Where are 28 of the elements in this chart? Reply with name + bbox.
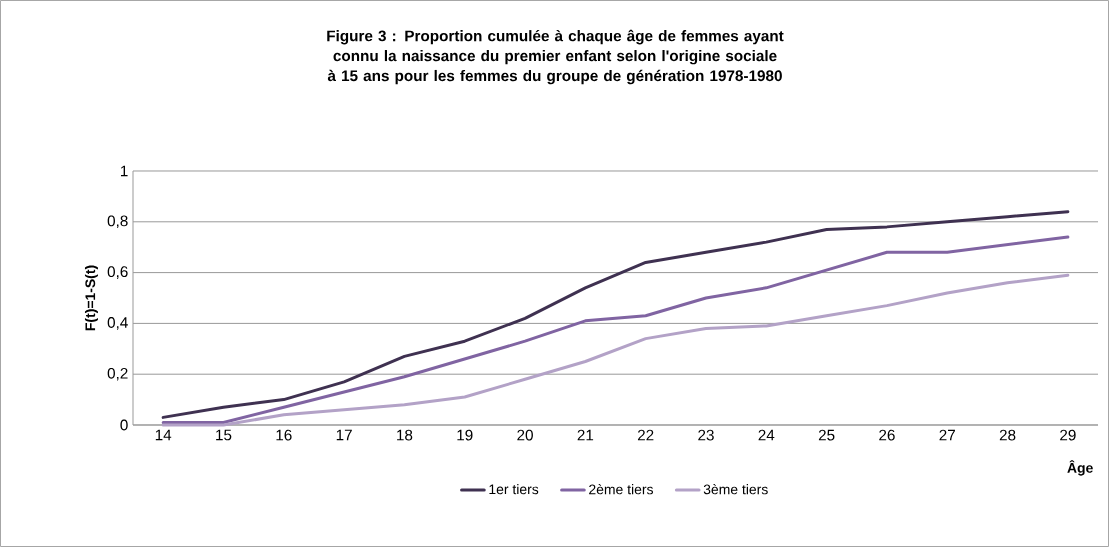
- legend-label: 1er tiers: [489, 484, 539, 495]
- x-tick-label: 14: [155, 429, 172, 441]
- x-tick-label: 24: [758, 429, 775, 441]
- legend-label: 3ème tiers: [703, 483, 768, 495]
- x-tick-label: 21: [577, 429, 594, 441]
- x-tick-label: 15: [216, 429, 232, 441]
- y-tick-label: 0,2: [107, 367, 128, 381]
- y-tick-label: 0: [120, 419, 128, 431]
- x-axis-title: Âge: [1067, 460, 1093, 476]
- chart-title: Figure 3 : Proportion cumulée à chaque âge de femmes ayant connu la naissance du premier enfant selon l'origine sociale à 15 ans pour les femmes du groupe de génération 1978-1980: [327, 29, 784, 85]
- x-tick-label: 17: [336, 429, 352, 441]
- x-tick-label: 25: [818, 429, 835, 441]
- x-tick-label: 22: [637, 429, 654, 441]
- x-tick-label: 23: [698, 429, 714, 441]
- legend-label: 2ème tiers: [589, 483, 654, 495]
- x-tick-label: 18: [397, 429, 413, 441]
- y-tick-label: 1: [120, 165, 128, 177]
- y-tick-label: 0,4: [107, 317, 128, 330]
- x-tick-label: 19: [457, 429, 473, 441]
- x-tick-label: 20: [517, 429, 533, 441]
- x-tick-label: 28: [999, 429, 1016, 441]
- x-tick-label: 27: [939, 429, 955, 441]
- x-tick-label: 29: [1060, 429, 1076, 441]
- y-tick-label: 0,6: [107, 266, 128, 279]
- x-tick-label: 26: [879, 429, 895, 441]
- x-tick-label: 16: [276, 429, 292, 441]
- y-tick-label: 0,8: [107, 215, 128, 229]
- y-axis-title: F(t)=1-S(t): [84, 265, 98, 331]
